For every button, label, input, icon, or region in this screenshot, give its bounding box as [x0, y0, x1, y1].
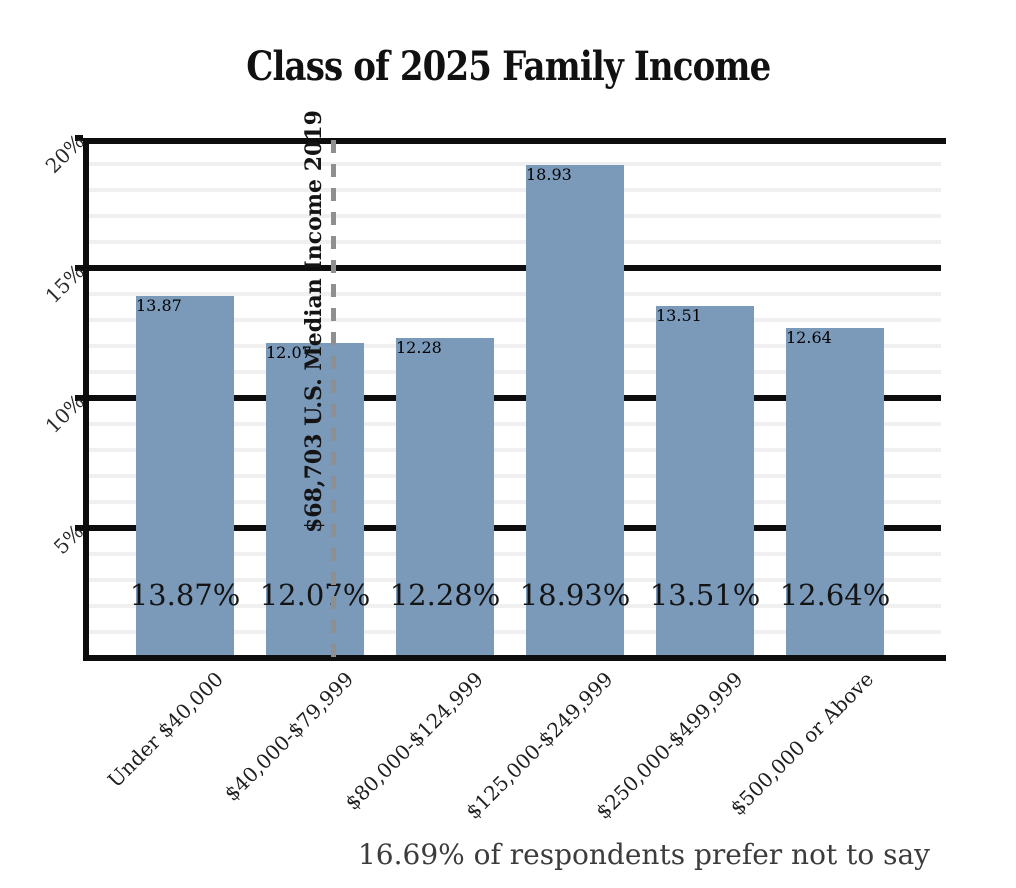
y-tick-mark: [75, 135, 83, 141]
bar-value-label: 18.93%: [519, 578, 631, 612]
gridline-minor: [89, 214, 941, 218]
gridline-major: [89, 525, 941, 531]
gridline-minor: [89, 474, 941, 478]
gridline-minor: [89, 422, 941, 426]
footnote: 16.69% of respondents prefer not to say: [357, 838, 930, 871]
gridline-minor: [89, 578, 941, 582]
x-tick-label: Under $40,000: [102, 667, 228, 793]
y-tick-mark: [75, 395, 83, 401]
gridline-minor: [89, 188, 941, 192]
bar-value-label: 12.64%: [779, 578, 891, 612]
bar: 12.28: [396, 338, 494, 658]
y-axis: [83, 138, 89, 661]
gridline-minor: [89, 240, 941, 244]
gridline-minor: [89, 370, 941, 374]
median-income-reference-line: [331, 140, 336, 658]
gridline-minor: [89, 292, 941, 296]
gridline-minor: [89, 630, 941, 634]
gridline-major: [89, 395, 941, 401]
bar-value-label: 13.87%: [129, 578, 241, 612]
y-tick-mark: [75, 265, 83, 271]
plot-top-border: [83, 138, 946, 144]
gridline-minor: [89, 500, 941, 504]
x-tick-label: $250,000-$499,999: [591, 667, 748, 824]
x-axis: [83, 655, 946, 661]
chart-title: Class of 2025 Family Income: [0, 46, 1016, 88]
gridline-minor: [89, 318, 941, 322]
gridline-minor: [89, 344, 941, 348]
x-tick-label: $40,000-$79,999: [219, 667, 358, 806]
x-tick-label: $80,000-$124,999: [340, 667, 488, 815]
bar-value-label: 12.07%: [259, 578, 371, 612]
gridline-major: [89, 265, 941, 271]
gridline-minor: [89, 448, 941, 452]
gridline-minor: [89, 162, 941, 166]
chart-title-text: Class of 2025 Family Income: [245, 43, 771, 90]
bar: 12.07: [266, 343, 364, 658]
gridline-minor: [89, 604, 941, 608]
bar-value-label: 12.28%: [389, 578, 501, 612]
bar: 12.64: [786, 328, 884, 658]
y-tick-mark: [75, 525, 83, 531]
bar: 18.93: [526, 165, 624, 658]
bar: 13.87: [136, 296, 234, 658]
median-income-annotation: $68,703 U.S. Median Income 2019: [301, 110, 327, 533]
bar-value-label: 13.51%: [649, 578, 761, 612]
gridline-minor: [89, 552, 941, 556]
x-tick-label: $125,000-$249,999: [461, 667, 618, 824]
bar: 13.51: [656, 306, 754, 658]
x-tick-label: $500,000 or Above: [725, 667, 878, 820]
